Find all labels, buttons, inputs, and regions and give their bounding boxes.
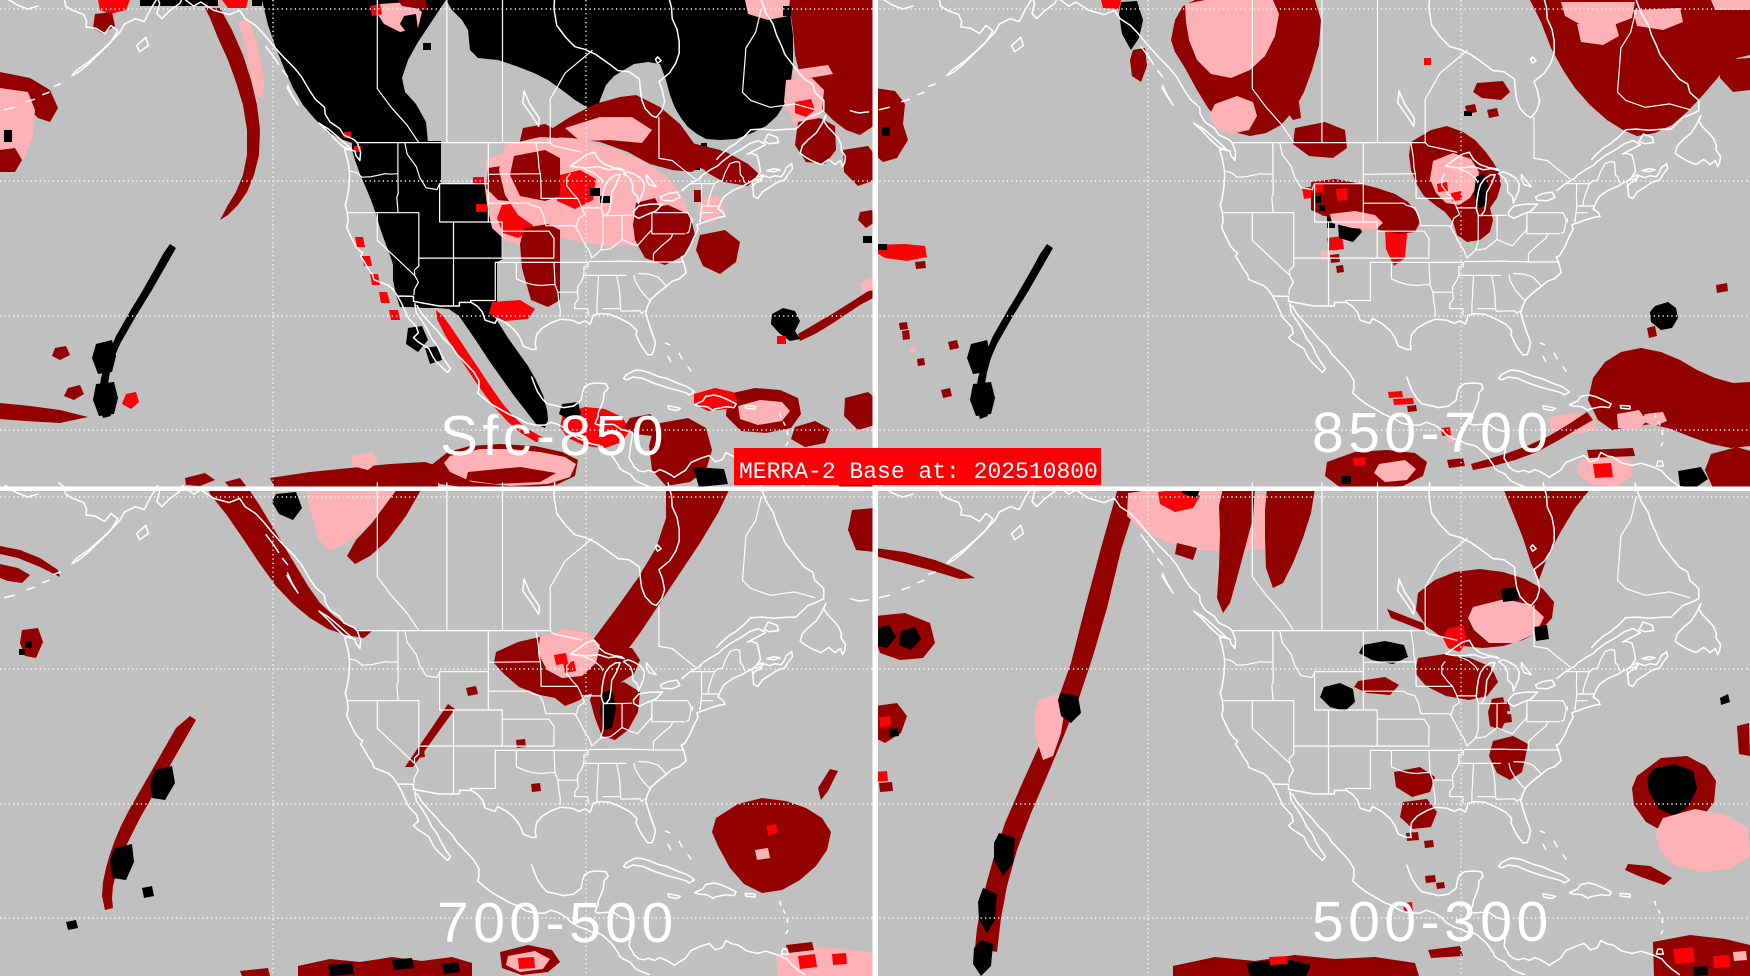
svg-text:700-500: 700-500 [437,891,678,955]
svg-text:500-300: 500-300 [1312,890,1553,954]
svg-text:MERRA-2 Base at: 202510800: MERRA-2 Base at: 202510800 [739,459,1098,485]
svg-text:Sfc-850: Sfc-850 [440,404,668,468]
svg-text:850-700: 850-700 [1312,401,1553,465]
